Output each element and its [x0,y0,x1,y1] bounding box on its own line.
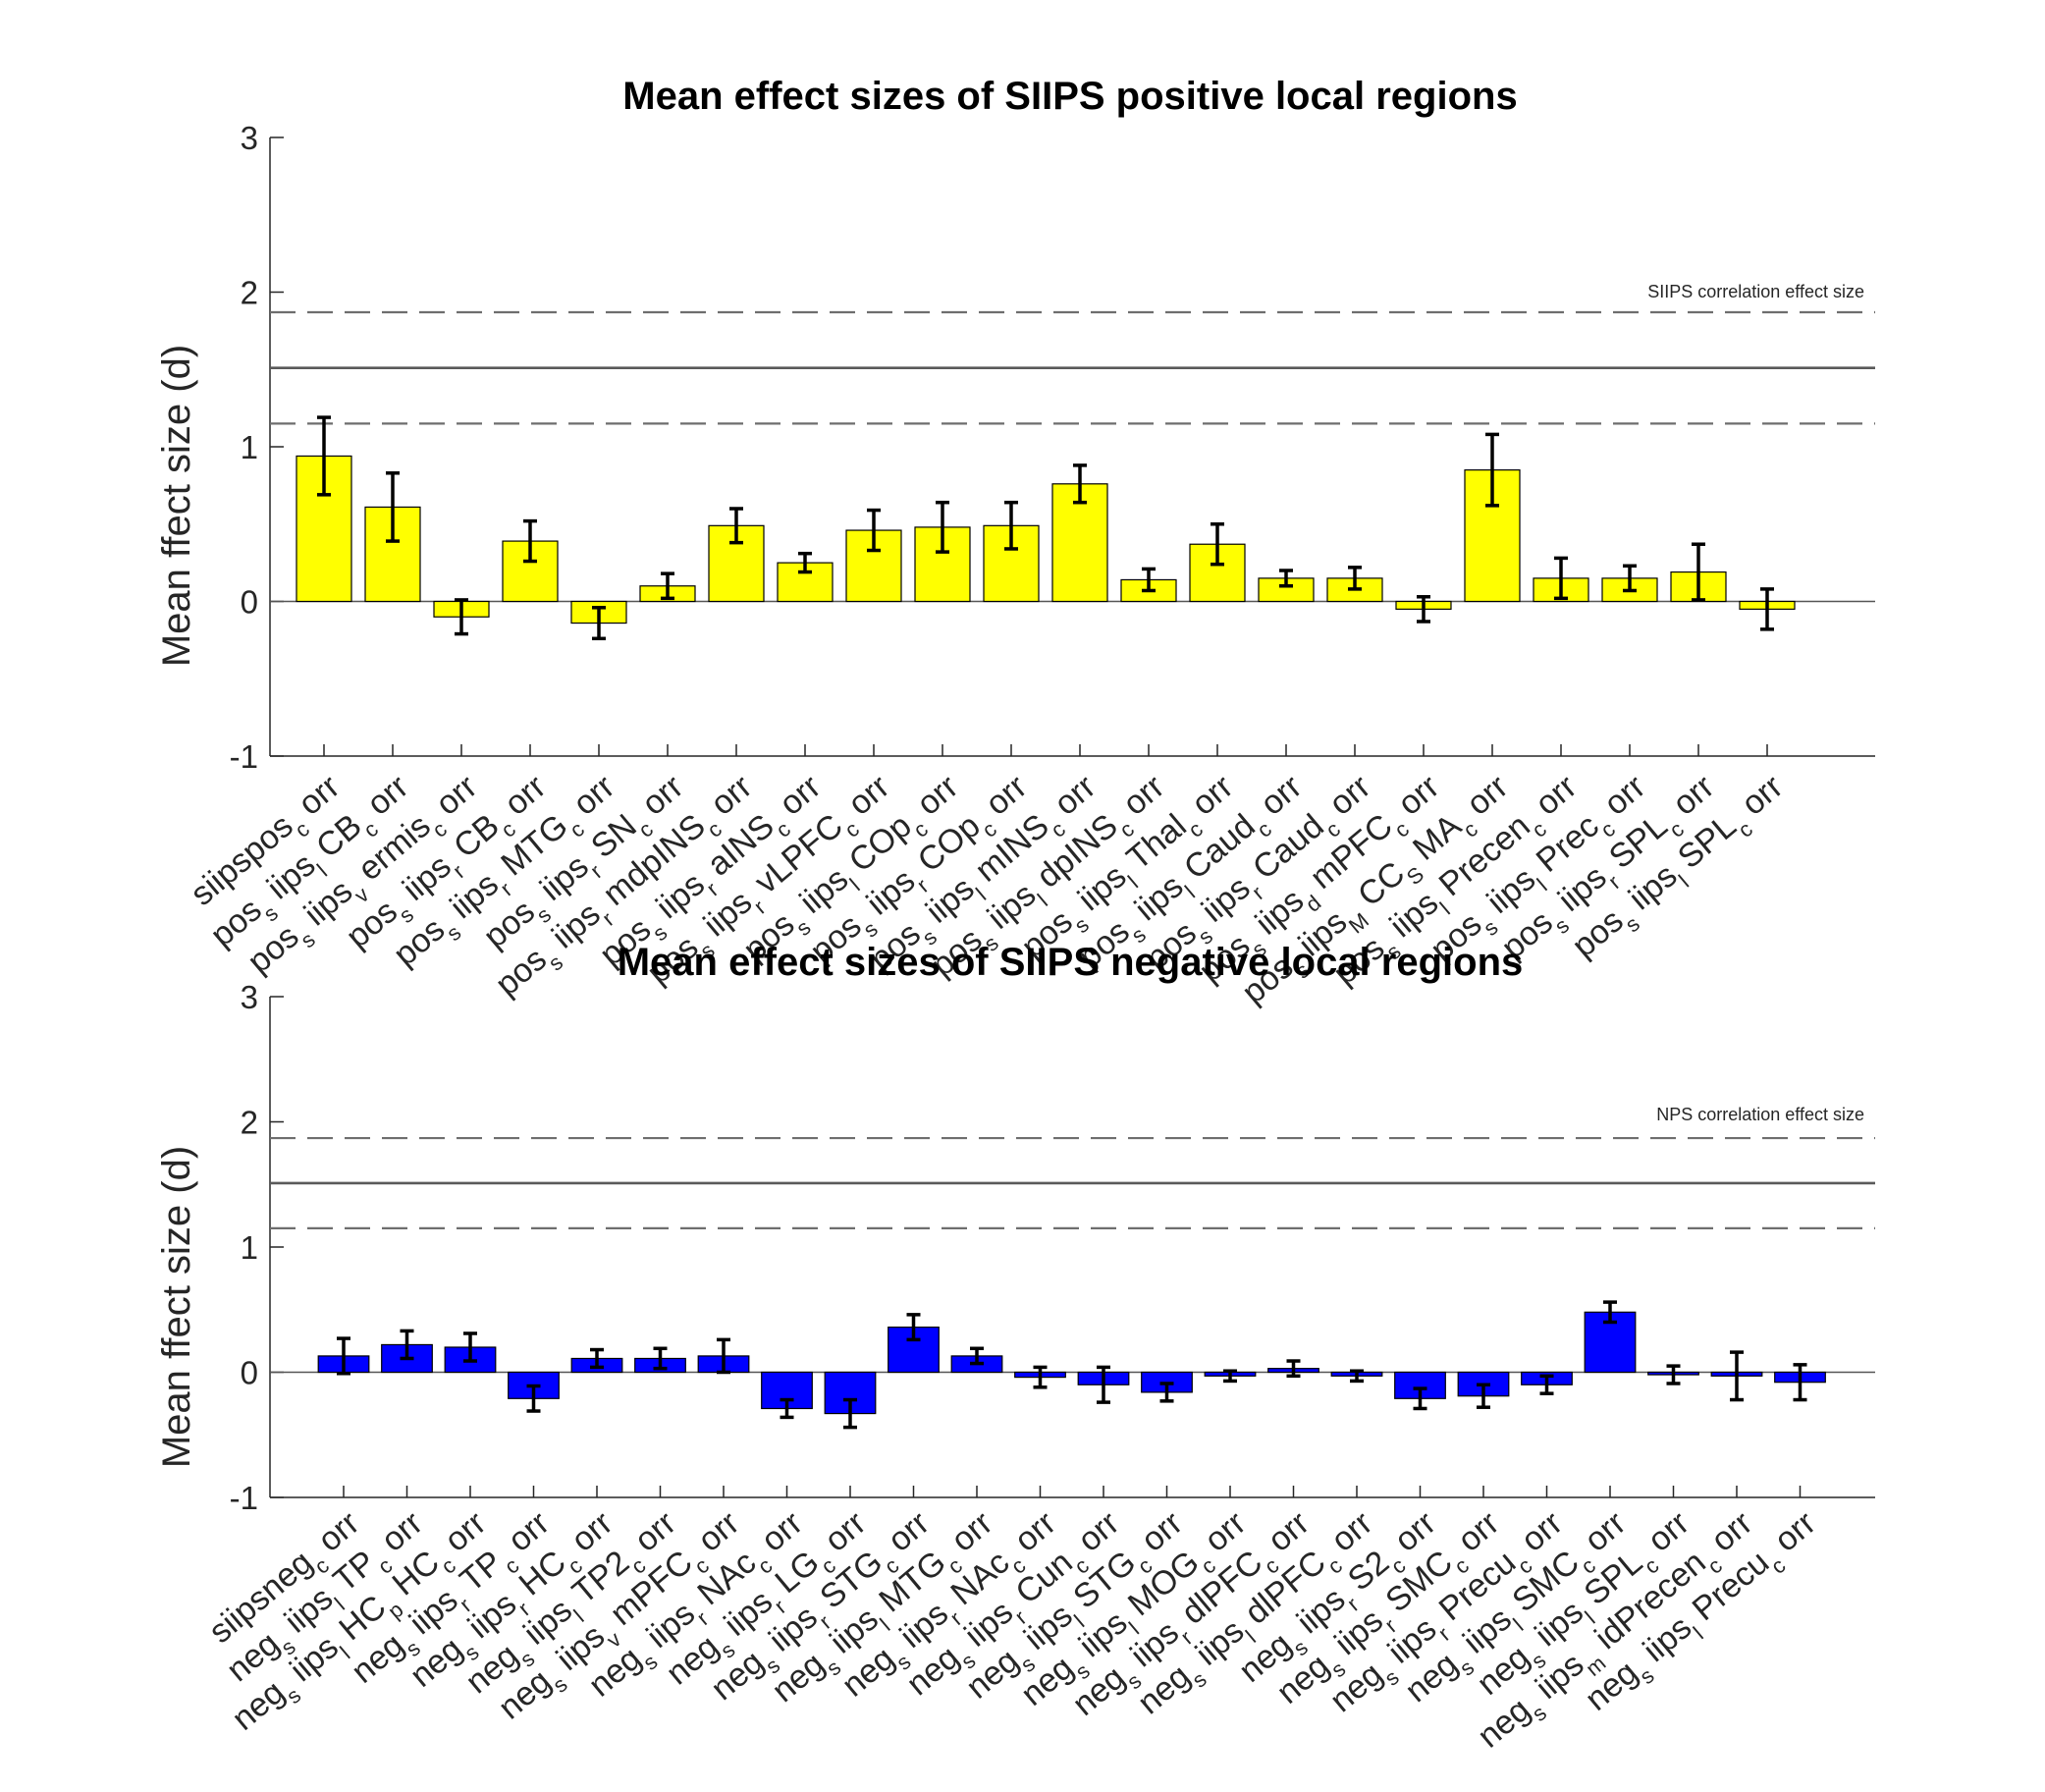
reference-label: SIIPS correlation effect size [1647,282,1864,301]
x-tick-label-part: Caud [1170,807,1263,893]
y-tick-label: 0 [241,584,258,621]
y-axis-label: Mean ffect size (d) [155,1146,198,1468]
y-tick-label: 3 [241,979,258,1015]
y-tick-label: 2 [241,1105,258,1141]
y-tick-label: -1 [230,738,258,775]
y-tick-label: 3 [241,120,258,156]
y-axis-label: Mean ffect size (d) [155,345,198,667]
chart-title: Mean effect sizes of SIIPS positive loca… [622,75,1517,118]
y-tick-label: -1 [230,1480,258,1516]
y-tick-label: 1 [241,1229,258,1266]
bar [708,524,765,603]
negative-regions-chart: Mean ffect size (d) NPS correlation effe… [155,941,1875,1756]
x-tick-label-part: neg [1471,1691,1537,1756]
positive-regions-chart: Mean effect sizes of SIIPS positive loca… [155,75,1875,1011]
chart-title: Mean effect sizes of SIIPS negative loca… [618,941,1524,984]
reference-label: NPS correlation effect size [1656,1105,1864,1124]
x-tick-label-part: neg [225,1673,292,1738]
y-tick-label: 1 [241,429,258,465]
y-tick-label: 0 [241,1355,258,1391]
y-tick-label: 2 [241,275,258,311]
